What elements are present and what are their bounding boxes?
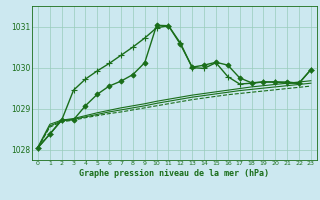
X-axis label: Graphe pression niveau de la mer (hPa): Graphe pression niveau de la mer (hPa) bbox=[79, 169, 269, 178]
